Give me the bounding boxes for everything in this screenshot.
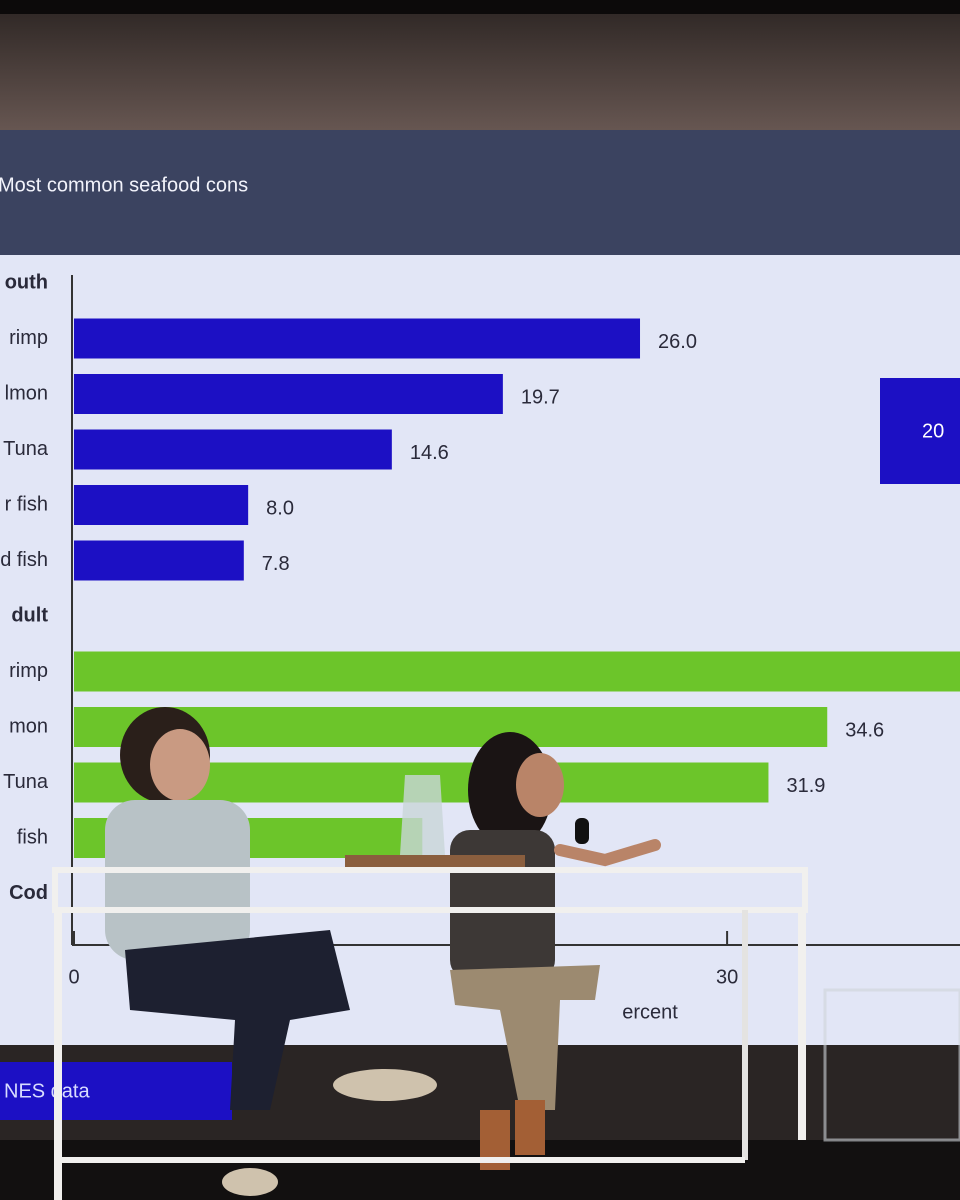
bar	[74, 318, 641, 359]
value-label: 8.0	[266, 497, 294, 519]
chart-title: Most common seafood cons	[0, 174, 248, 196]
bar	[74, 485, 249, 525]
value-label: 34.6	[845, 719, 884, 741]
callout-box	[880, 378, 960, 484]
microphone	[575, 818, 589, 844]
bar	[74, 651, 960, 692]
bar	[74, 374, 503, 414]
top	[450, 830, 555, 980]
shoe	[333, 1069, 437, 1101]
bar	[74, 540, 244, 581]
trousers	[450, 965, 600, 1110]
tray	[345, 855, 525, 869]
carafe	[400, 775, 445, 855]
x-tick-label: 0	[68, 966, 79, 988]
x-tick-label: 30	[716, 966, 738, 988]
value-label: 14.6	[410, 442, 449, 464]
category-label: r fish	[5, 493, 48, 515]
category-label: Cod	[9, 882, 48, 904]
chair	[823, 988, 960, 1142]
shoe	[222, 1168, 278, 1196]
source-box	[0, 1062, 232, 1120]
screen-header	[0, 130, 960, 265]
bar	[74, 429, 392, 470]
table-top	[52, 867, 808, 913]
face	[516, 753, 564, 817]
category-label: Tuna	[3, 438, 49, 460]
value-label: 7.8	[262, 553, 290, 575]
trousers	[125, 930, 350, 1110]
stage-curtain	[0, 0, 960, 140]
shirt	[105, 800, 250, 960]
category-label: rimp	[9, 660, 48, 682]
category-label: fish	[17, 826, 48, 848]
value-label: 26.0	[658, 331, 697, 353]
callout-text: 20	[922, 420, 944, 442]
category-label: dult	[11, 604, 48, 626]
category-label: lmon	[5, 382, 48, 404]
arm	[554, 839, 661, 867]
face	[150, 729, 210, 801]
category-label: d fish	[0, 549, 48, 571]
category-label: Tuna	[3, 771, 49, 793]
category-label: rimp	[9, 327, 48, 349]
category-label: mon	[9, 715, 48, 737]
value-label: 31.9	[786, 775, 825, 797]
value-label: 19.7	[521, 386, 560, 408]
shoe	[515, 1100, 545, 1155]
speakers	[52, 707, 960, 1200]
source-text: NES data	[4, 1080, 90, 1102]
ceiling	[0, 0, 960, 14]
category-label: outh	[5, 271, 48, 293]
x-axis-label: ercent	[622, 1001, 678, 1023]
